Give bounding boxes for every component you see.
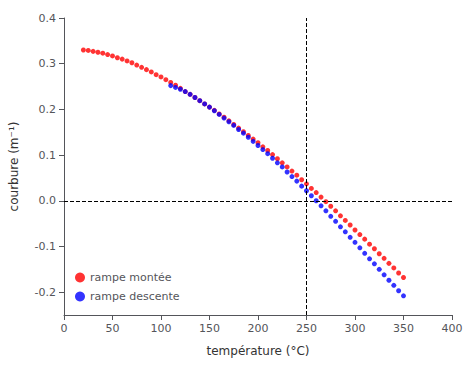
svg-text:150: 150 (199, 322, 220, 335)
svg-text:100: 100 (151, 322, 172, 335)
svg-text:0: 0 (61, 322, 68, 335)
svg-text:0.1: 0.1 (39, 149, 57, 162)
svg-text:courbure (m⁻¹): courbure (m⁻¹) (7, 122, 21, 212)
svg-text:250: 250 (296, 322, 317, 335)
svg-text:-0.1: -0.1 (35, 240, 56, 253)
svg-text:-0.2: -0.2 (35, 286, 56, 299)
svg-text:350: 350 (393, 322, 414, 335)
svg-text:50: 50 (106, 322, 120, 335)
svg-text:0.3: 0.3 (39, 57, 57, 70)
svg-text:400: 400 (442, 322, 463, 335)
svg-text:200: 200 (248, 322, 269, 335)
svg-text:rampe montée: rampe montée (90, 271, 172, 284)
svg-text:0.0: 0.0 (39, 194, 57, 207)
svg-text:300: 300 (345, 322, 366, 335)
svg-text:0.4: 0.4 (39, 12, 57, 25)
svg-text:rampe descente: rampe descente (90, 290, 180, 303)
svg-text:0.2: 0.2 (39, 103, 57, 116)
svg-text:température (°C): température (°C) (207, 344, 310, 358)
